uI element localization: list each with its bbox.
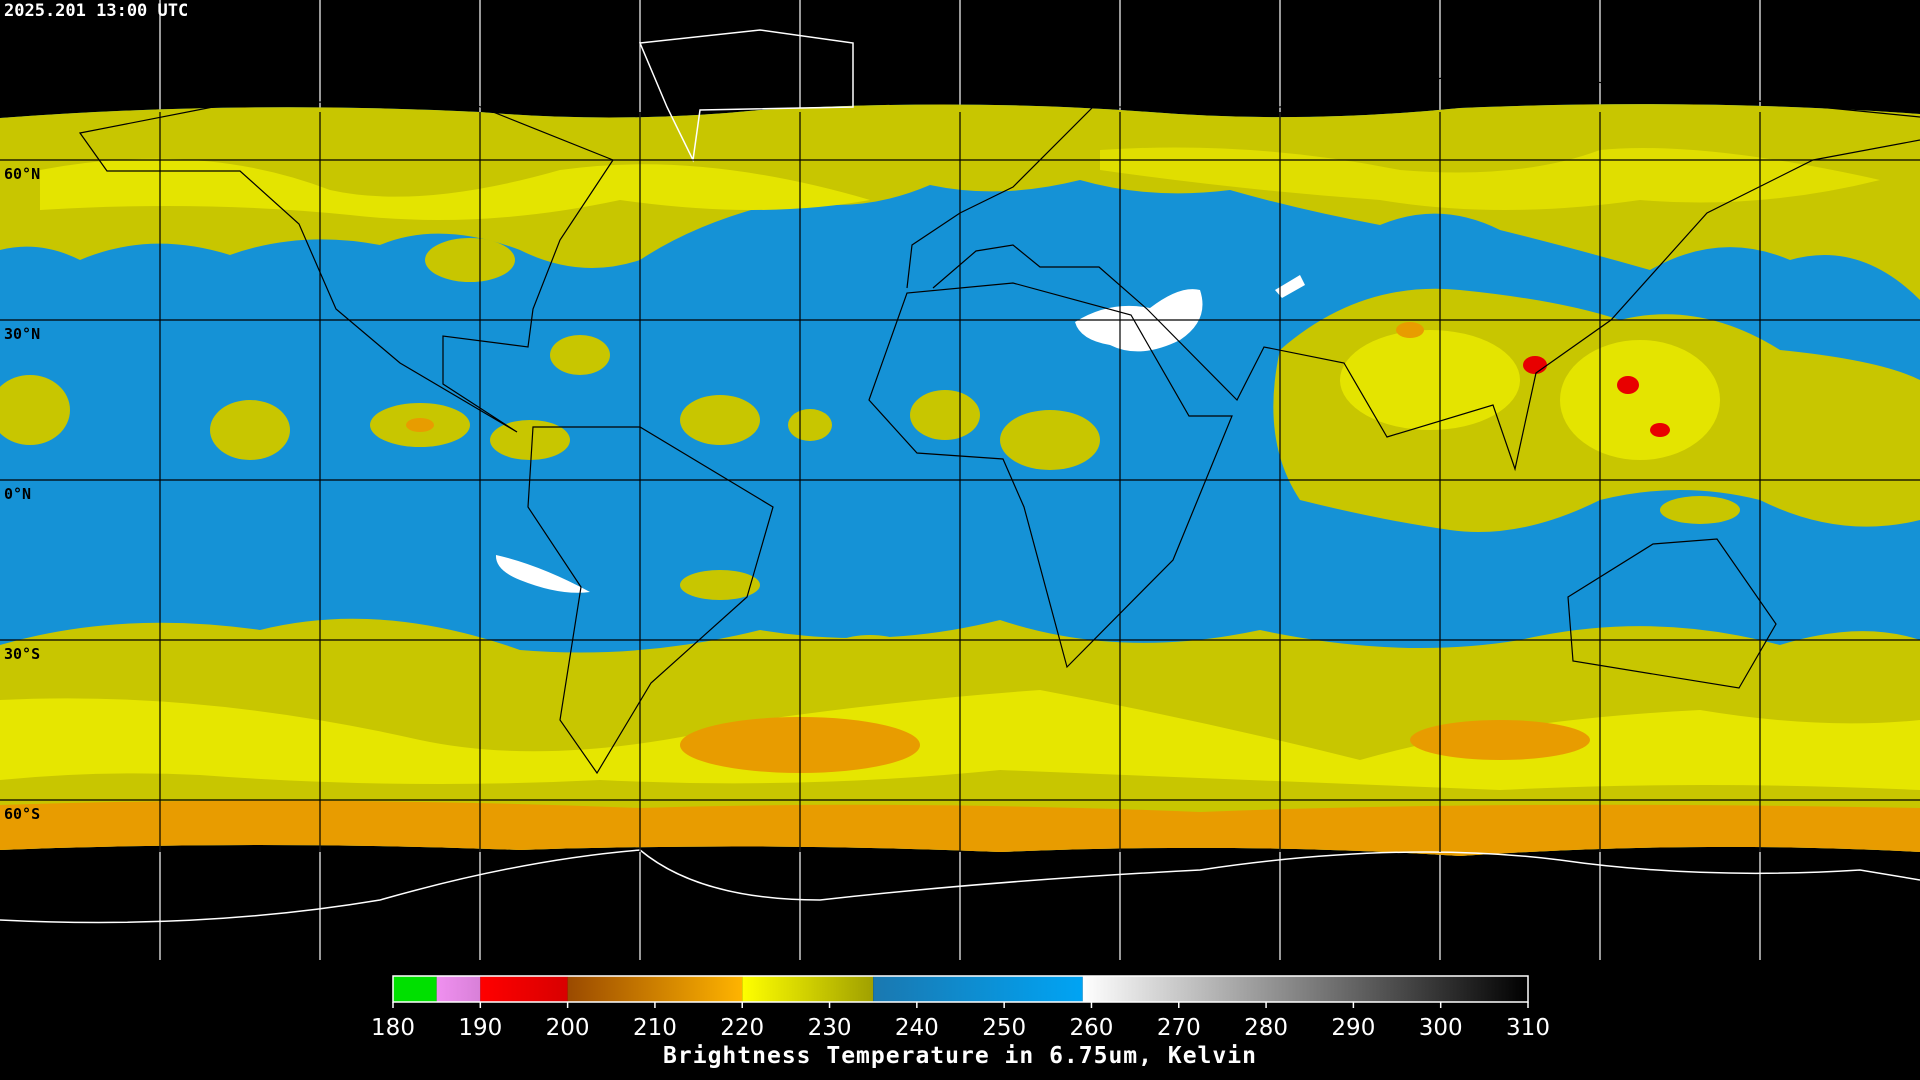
colorbar-tick-label: 180 [371, 1015, 415, 1041]
north-cloud [1100, 147, 1880, 210]
colorbar-tick-label: 250 [982, 1015, 1026, 1041]
convection [490, 420, 570, 460]
grid [0, 112, 1920, 852]
deep-convection [1650, 423, 1670, 437]
lat-label: 30°N [4, 325, 40, 343]
greenland [638, 29, 854, 163]
south-america [527, 426, 774, 775]
convection [425, 238, 515, 282]
colorbar-segment [742, 976, 874, 1002]
colorbar-segment [480, 976, 568, 1002]
convection [550, 335, 610, 375]
deep-convection [1523, 356, 1547, 374]
colorbar-tick-label: 300 [1419, 1015, 1463, 1041]
cold-cloud [406, 418, 434, 432]
colorbar-tick-label: 290 [1331, 1015, 1375, 1041]
colorbar-tick-label: 200 [546, 1015, 590, 1041]
lat-label: 0°N [4, 485, 31, 503]
colorbar-tick-label: 310 [1506, 1015, 1550, 1041]
colorbar-segment [1082, 976, 1528, 1002]
colorbar-tick-label: 280 [1244, 1015, 1288, 1041]
antarctica [0, 849, 1920, 924]
convection [0, 375, 70, 445]
convection [910, 390, 980, 440]
convection [1660, 496, 1740, 524]
convection [1560, 340, 1720, 460]
colorbar-tick-label: 190 [458, 1015, 502, 1041]
colorbar-tick-label: 270 [1157, 1015, 1201, 1041]
africa [868, 282, 1233, 669]
colorbar-tick-label: 230 [808, 1015, 852, 1041]
coastlines [0, 29, 1920, 924]
colorbar-tick-label: 260 [1070, 1015, 1114, 1041]
convection [1760, 385, 1870, 465]
convection [825, 635, 915, 675]
dry-air [1275, 275, 1305, 298]
eurasia [906, 68, 1920, 472]
convection [680, 570, 760, 600]
deep-convection [1617, 376, 1639, 394]
australia [1567, 538, 1777, 689]
cold-cloud [1410, 720, 1590, 760]
colorbar-tick-label: 240 [895, 1015, 939, 1041]
colorbar-title: Brightness Temperature in 6.75um, Kelvin [663, 1043, 1257, 1069]
timestamp: 2025.201 13:00 UTC [4, 1, 188, 21]
north-america [78, 95, 614, 433]
colorbar-frame [392, 975, 1529, 1003]
cold-cloud [1396, 322, 1424, 338]
lat-label: 30°S [4, 645, 40, 663]
convection [680, 395, 760, 445]
convection [1000, 410, 1100, 470]
convection [210, 400, 290, 460]
lat-label: 60°N [4, 165, 40, 183]
colorbar-segment [567, 976, 743, 1002]
colorbar-tick-label: 220 [720, 1015, 764, 1041]
colorbar-segment [873, 976, 1083, 1002]
north-cloud [40, 158, 870, 220]
lat-label: 60°S [4, 805, 40, 823]
colorbar-segment [436, 976, 481, 1002]
dry-air [495, 555, 590, 593]
convection [1340, 330, 1520, 430]
colorbar-tick-label: 210 [633, 1015, 677, 1041]
convection [788, 409, 832, 441]
colorbar-segment [393, 976, 437, 1002]
